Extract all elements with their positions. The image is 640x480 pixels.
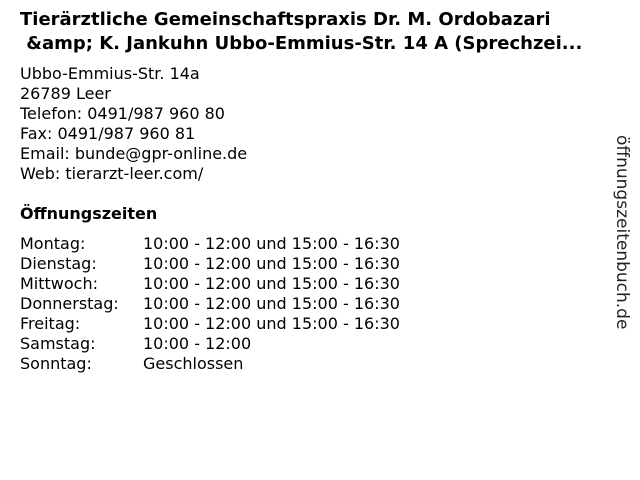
side-label: öffnungszeitenbuch.de <box>612 135 632 330</box>
day-label: Samstag: <box>20 334 96 353</box>
contact-line: 26789 Leer <box>20 84 111 103</box>
hours-value: 10:00 - 12:00 und 15:00 - 16:30 <box>143 294 400 313</box>
day-label: Sonntag: <box>20 354 92 373</box>
day-label: Freitag: <box>20 314 81 333</box>
hours-value: Geschlossen <box>143 354 244 373</box>
day-label: Mittwoch: <box>20 274 98 293</box>
day-label: Montag: <box>20 234 86 253</box>
hours-value: 10:00 - 12:00 und 15:00 - 16:30 <box>143 254 400 273</box>
title-line: &amp; K. Jankuhn Ubbo-Emmius-Str. 14 A (… <box>20 33 583 54</box>
hours-value: 10:00 - 12:00 und 15:00 - 16:30 <box>143 314 400 333</box>
hours-value: 10:00 - 12:00 <box>143 334 252 353</box>
hours-value: 10:00 - 12:00 und 15:00 - 16:30 <box>143 234 400 253</box>
title-line: Tierärztliche Gemeinschaftspraxis Dr. M.… <box>20 9 551 30</box>
hours-heading: Öffnungszeiten <box>20 204 158 223</box>
hours-value: 10:00 - 12:00 und 15:00 - 16:30 <box>143 274 400 293</box>
day-label: Dienstag: <box>20 254 97 273</box>
contact-line: Ubbo-Emmius-Str. 14a <box>20 64 200 83</box>
day-label: Donnerstag: <box>20 294 119 313</box>
contact-line: Web: tierarzt-leer.com/ <box>20 164 204 183</box>
contact-line: Fax: 0491/987 960 81 <box>20 124 196 143</box>
contact-line: Telefon: 0491/987 960 80 <box>20 104 225 123</box>
contact-line: Email: bunde@gpr-online.de <box>20 144 248 163</box>
